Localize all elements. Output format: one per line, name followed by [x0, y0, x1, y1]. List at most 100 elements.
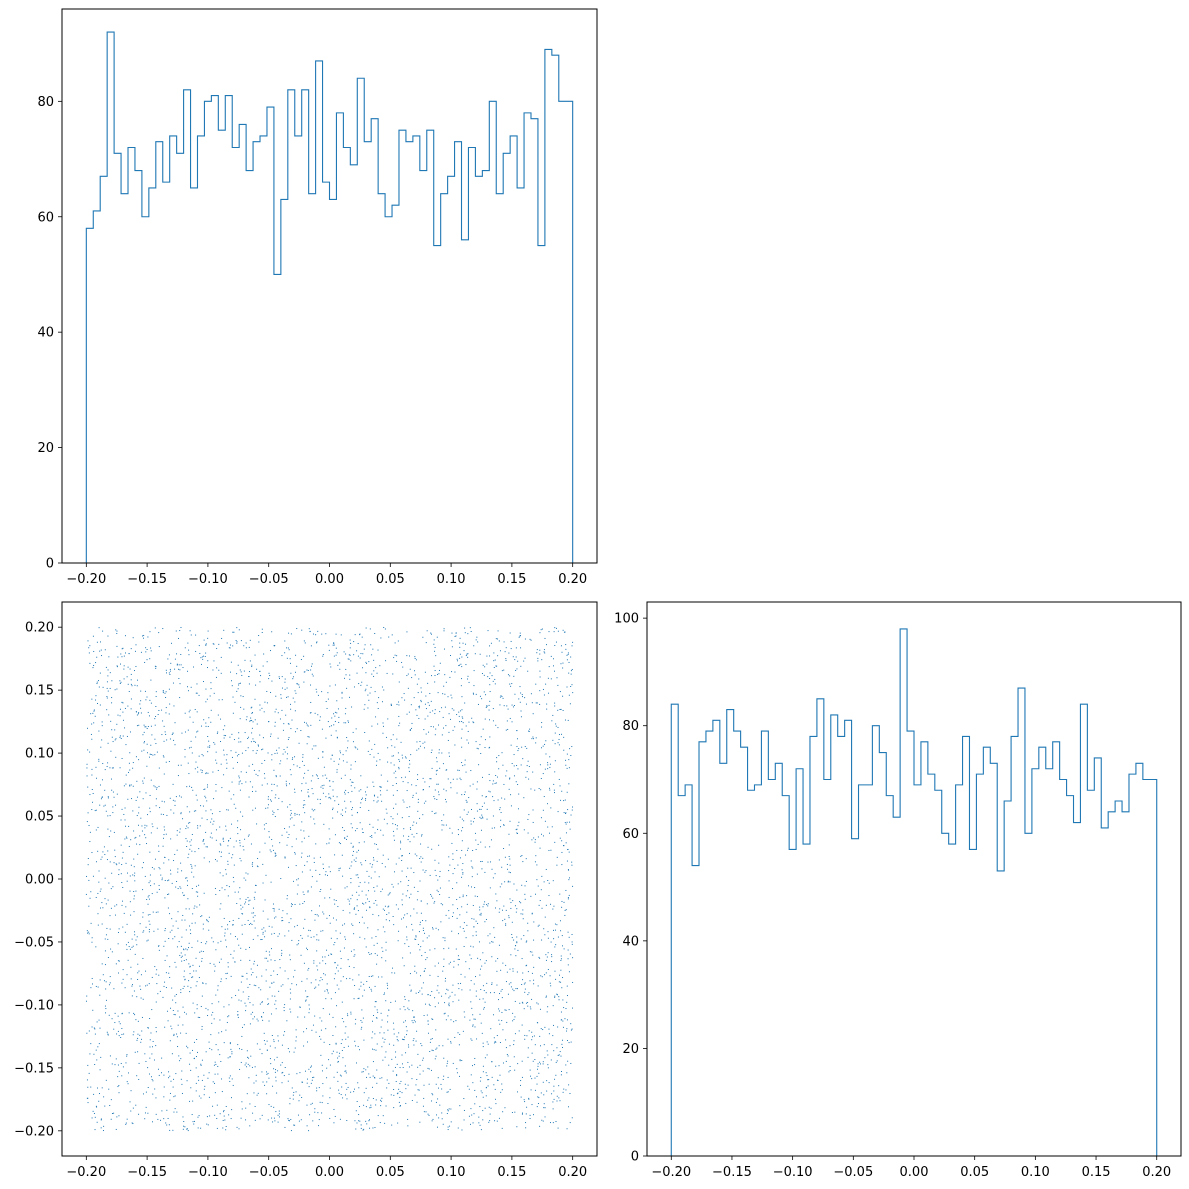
- scatter-point: [365, 1106, 367, 1108]
- scatter-point: [241, 1026, 243, 1028]
- scatter-point: [130, 839, 132, 841]
- scatter-point: [162, 628, 164, 630]
- scatter-point: [307, 669, 309, 671]
- scatter-point: [119, 708, 121, 710]
- scatter-point: [379, 1122, 381, 1124]
- scatter-point: [393, 755, 395, 757]
- scatter-point: [289, 804, 291, 806]
- scatter-point: [539, 1035, 541, 1037]
- scatter-point: [347, 959, 349, 961]
- scatter-point: [283, 1075, 285, 1077]
- scatter-point: [448, 963, 450, 965]
- scatter-point: [376, 672, 378, 674]
- scatter-point: [560, 981, 562, 983]
- scatter-point: [184, 731, 186, 733]
- scatter-point: [115, 1128, 117, 1130]
- scatter-point: [134, 934, 136, 936]
- scatter-point: [443, 685, 445, 687]
- scatter-point: [126, 974, 128, 976]
- scatter-point: [441, 734, 443, 736]
- scatter-point: [333, 655, 335, 657]
- scatter-point: [562, 845, 564, 847]
- scatter-point: [525, 776, 527, 778]
- scatter-point: [116, 630, 118, 632]
- scatter-point: [425, 695, 427, 697]
- scatter-point: [322, 911, 324, 913]
- scatter-point: [161, 709, 163, 711]
- scatter-point: [286, 758, 288, 760]
- scatter-point: [136, 685, 138, 687]
- scatter-point: [255, 1074, 257, 1076]
- scatter-point: [432, 1118, 434, 1120]
- scatter-point: [211, 813, 213, 815]
- scatter-point: [305, 782, 307, 784]
- scatter-point: [168, 1071, 170, 1073]
- scatter-point: [407, 1007, 409, 1009]
- scatter-point: [307, 789, 309, 790]
- scatter-point: [153, 1059, 155, 1061]
- scatter-point: [266, 1040, 268, 1042]
- scatter-point: [448, 752, 450, 754]
- scatter-point: [424, 871, 426, 873]
- scatter-point: [538, 956, 540, 958]
- scatter-point: [371, 836, 373, 838]
- scatter-point: [189, 965, 191, 967]
- scatter-point: [227, 1057, 229, 1059]
- scatter-point: [513, 765, 515, 767]
- scatter-point: [270, 851, 272, 853]
- scatter-point: [175, 966, 177, 968]
- scatter-point: [404, 699, 406, 701]
- scatter-point: [536, 1002, 538, 1004]
- scatter-point: [420, 687, 422, 689]
- scatter-point: [98, 870, 100, 872]
- scatter-point: [468, 885, 470, 887]
- scatter-point: [408, 897, 410, 899]
- scatter-point: [482, 985, 484, 987]
- scatter-point: [264, 930, 266, 932]
- scatter-point: [187, 762, 189, 764]
- scatter-point: [208, 929, 210, 931]
- scatter-point: [354, 1040, 356, 1042]
- scatter-point: [493, 1014, 495, 1016]
- scatter-point: [203, 788, 205, 790]
- scatter-point: [499, 1042, 501, 1044]
- scatter-point: [538, 1072, 540, 1074]
- scatter-point: [322, 751, 324, 753]
- scatter-point: [375, 1104, 377, 1106]
- scatter-point: [138, 1062, 140, 1064]
- scatter-point: [110, 907, 112, 909]
- scatter-point: [319, 716, 321, 718]
- scatter-point: [386, 913, 388, 915]
- scatter-point: [288, 737, 290, 739]
- scatter-point: [296, 944, 298, 946]
- scatter-point: [197, 827, 199, 829]
- scatter-point: [186, 806, 188, 808]
- scatter-point: [398, 715, 400, 717]
- scatter-point: [296, 879, 298, 881]
- scatter-point: [313, 1076, 315, 1078]
- scatter-point: [554, 923, 556, 925]
- scatter-point: [125, 744, 127, 746]
- scatter-point: [445, 801, 447, 803]
- scatter-point: [128, 762, 130, 764]
- scatter-point: [333, 1108, 335, 1110]
- scatter-point: [203, 639, 205, 641]
- scatter-point: [504, 1009, 506, 1011]
- scatter-point: [203, 892, 205, 894]
- scatter-point: [268, 678, 270, 680]
- scatter-point: [239, 842, 241, 844]
- scatter-point: [568, 767, 570, 769]
- scatter-point: [433, 665, 435, 667]
- scatter-point: [303, 837, 305, 839]
- scatter-point: [418, 931, 420, 933]
- scatter-point: [422, 869, 424, 871]
- scatter-point: [329, 871, 331, 873]
- scatter-point: [273, 812, 275, 814]
- scatter-point: [345, 807, 347, 809]
- scatter-point: [365, 672, 367, 674]
- scatter-point: [523, 829, 525, 831]
- scatter-point: [298, 1120, 300, 1122]
- scatter-point: [267, 1119, 269, 1121]
- scatter-point: [548, 666, 550, 668]
- scatter-point: [196, 683, 198, 685]
